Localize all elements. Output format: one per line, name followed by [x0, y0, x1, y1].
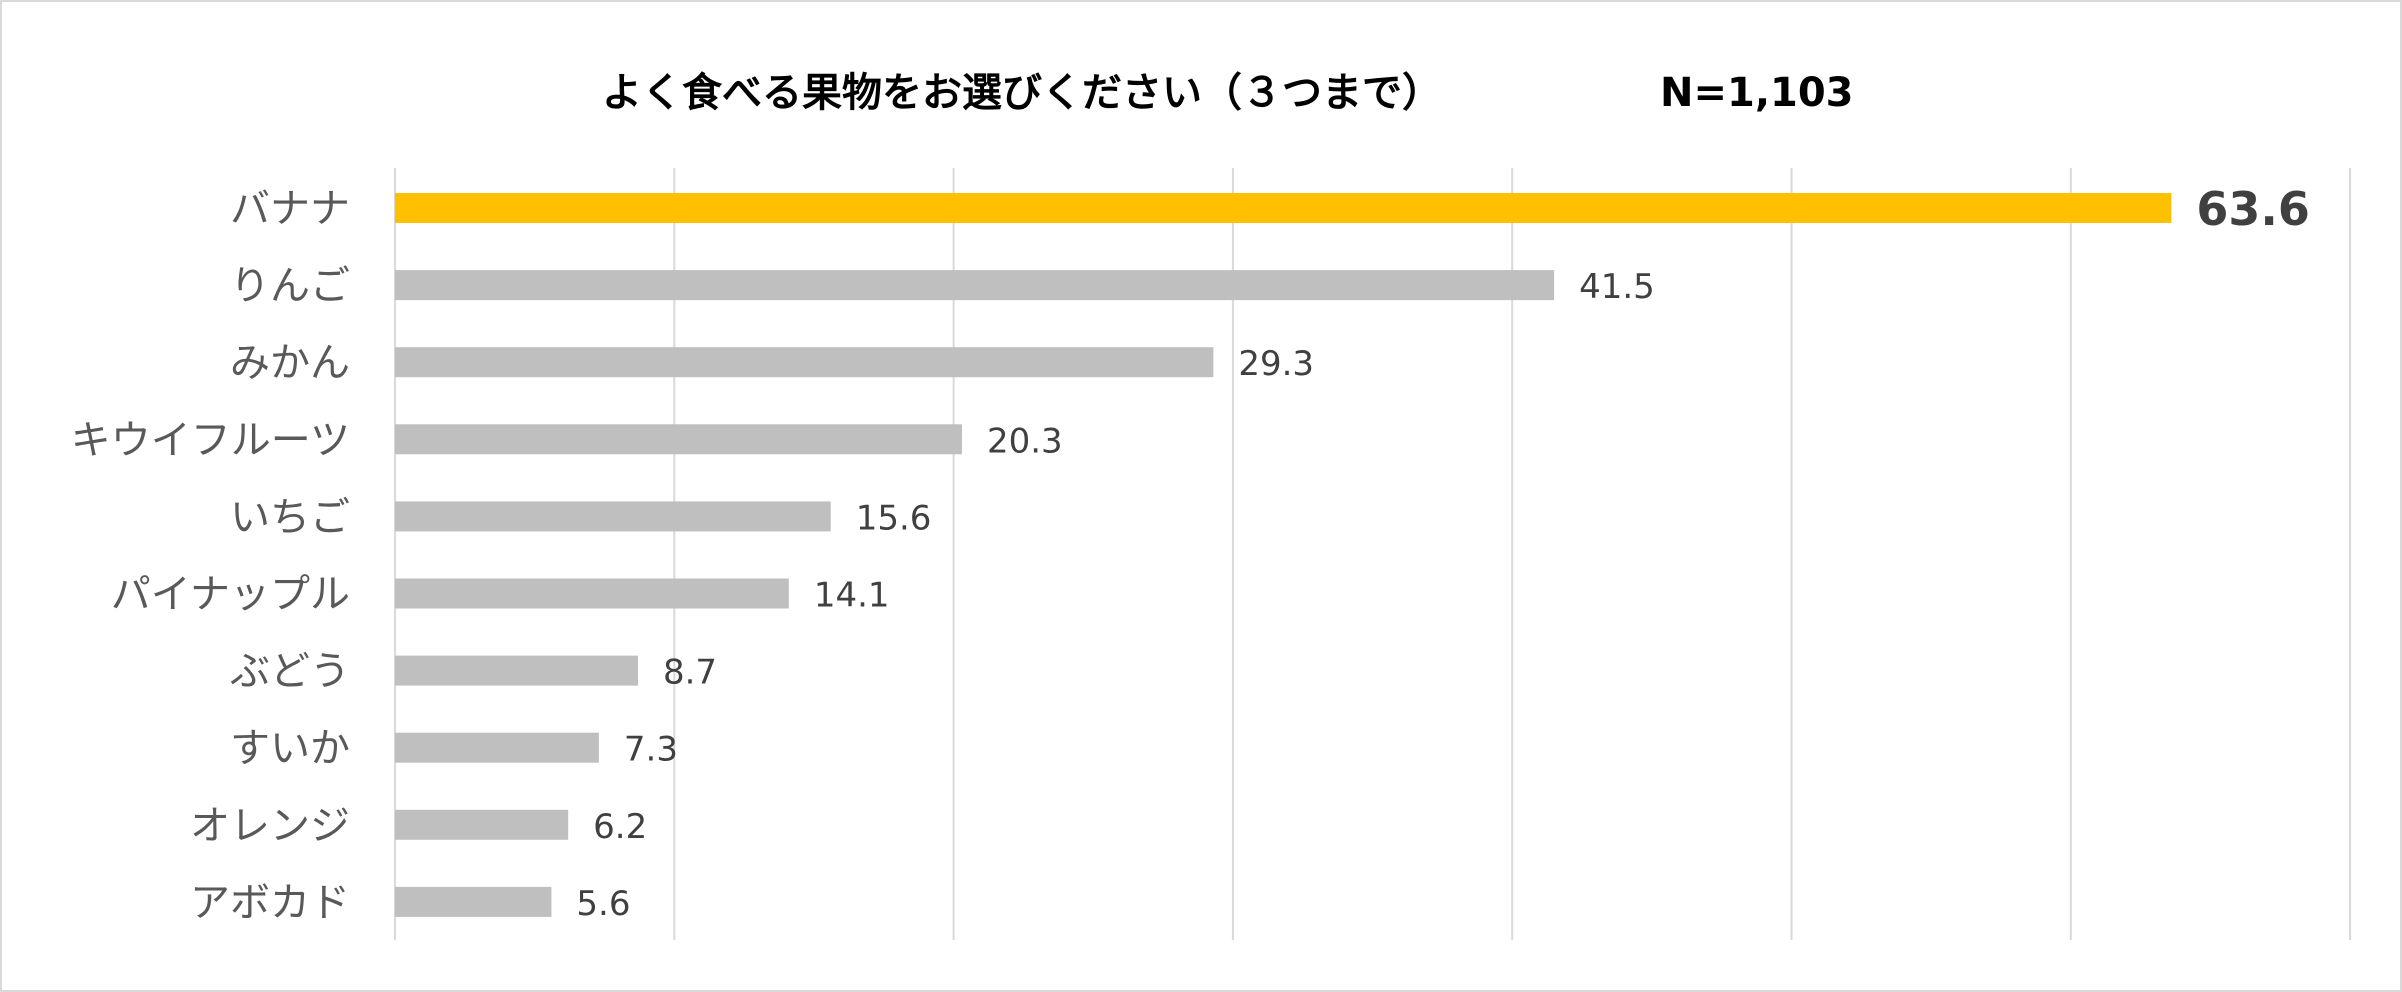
bar-5	[395, 578, 789, 609]
category-label-0: バナナ	[230, 186, 350, 232]
category-label-6: ぶどう	[230, 649, 350, 695]
bar-0	[395, 193, 2172, 223]
chart-title: よく食べる果物をお選びください（３つまで）	[602, 70, 1442, 116]
value-label-3: 20.3	[987, 421, 1063, 461]
value-label-4: 15.6	[856, 498, 932, 538]
value-label-2: 29.3	[1238, 344, 1314, 384]
category-label-3: キウイフルーツ	[71, 417, 350, 463]
value-label-9: 5.6	[576, 884, 630, 924]
value-label-5: 14.1	[814, 576, 890, 616]
value-label-6: 8.7	[663, 653, 717, 693]
value-label-7: 7.3	[624, 730, 678, 770]
category-label-1: りんご	[230, 263, 350, 309]
category-label-8: オレンジ	[190, 803, 350, 849]
bar-2	[395, 347, 1214, 378]
category-label-4: いちご	[230, 494, 350, 540]
bars	[395, 193, 2172, 917]
bar-1	[395, 270, 1555, 301]
category-label-2: みかん	[230, 340, 350, 386]
bar-4	[395, 501, 831, 532]
bar-7	[395, 732, 599, 763]
bar-8	[395, 809, 569, 840]
bar-9	[395, 886, 552, 917]
bar-6	[395, 655, 638, 686]
value-label-8: 6.2	[593, 807, 647, 847]
bar-3	[395, 424, 962, 455]
category-label-5: パイナップル	[111, 572, 350, 618]
category-label-7: すいか	[230, 726, 350, 772]
category-label-9: アボカド	[190, 880, 350, 926]
sample-size-label: N=1,103	[1660, 70, 1854, 116]
value-label-1: 41.5	[1579, 267, 1655, 307]
value-label-0: 63.6	[2196, 182, 2310, 236]
value-labels: 63.6 41.5 29.3 20.3 15.6 14.1 8.7 7.3 6.2 5.6	[576, 182, 2309, 924]
